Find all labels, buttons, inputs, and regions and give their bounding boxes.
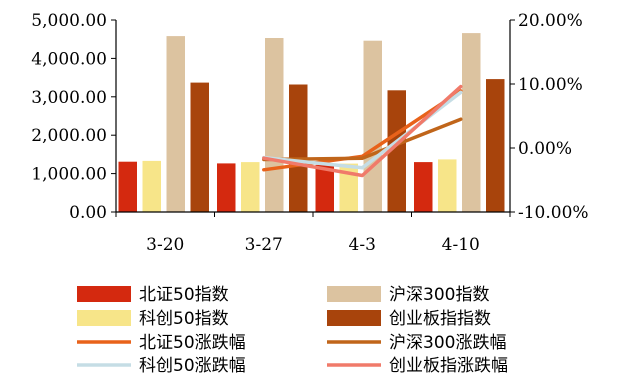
right-tick-label: 0.00% [518, 139, 572, 159]
left-tick-label: 0.00 [69, 203, 107, 223]
legend-label: 创业板指涨跌幅 [389, 356, 508, 376]
bar-1-3-27 [217, 163, 236, 212]
legend-label: 北证50涨跌幅 [139, 333, 246, 353]
bar-1-4-3 [315, 164, 334, 212]
bar-2-4-3 [363, 40, 382, 213]
legend-label: 科创50涨跌幅 [139, 356, 246, 376]
x-tick-label: 4-10 [442, 235, 480, 255]
legend-swatch [77, 310, 131, 326]
bar-4-4-3 [387, 90, 406, 212]
legend-label: 沪深300涨跌幅 [389, 333, 506, 353]
left-tick-label: 1,000.00 [31, 165, 107, 185]
left-tick-label: 5,000.00 [31, 11, 107, 31]
lines-layer [262, 84, 463, 178]
bar-4-4-10 [486, 79, 505, 212]
legend-label: 创业板指指数 [389, 309, 491, 329]
x-tick-label: 4-3 [349, 235, 376, 255]
legend-label: 北证50指数 [139, 285, 229, 305]
bar-4-3-27 [289, 84, 308, 212]
line-series-2 [262, 117, 463, 162]
bar-2-3-27 [265, 38, 284, 212]
right-tick-label: 20.00% [518, 11, 583, 31]
bar-4-3-20 [190, 82, 209, 212]
bars-layer [118, 33, 505, 213]
x-tick-label: 3-27 [245, 235, 283, 255]
right-tick-label: 10.00% [518, 75, 583, 95]
bar-2-3-20 [166, 36, 185, 212]
left-tick-label: 3,000.00 [31, 88, 107, 108]
legend-swatch [327, 286, 381, 302]
line-series-4 [262, 84, 463, 178]
bar-2-4-10 [462, 33, 481, 212]
bar-3-3-20 [142, 160, 161, 212]
left-tick-label: 2,000.00 [31, 126, 107, 146]
bar-1-4-10 [414, 162, 433, 212]
right-tick-label: -10.00% [518, 203, 589, 223]
bar-1-3-20 [118, 161, 137, 212]
legend-label: 科创50指数 [139, 309, 229, 329]
bar-3-3-27 [241, 162, 260, 212]
bar-3-4-10 [438, 159, 457, 212]
left-tick-label: 4,000.00 [31, 49, 107, 69]
axes-layer: 0.00 1,000.00 2,000.00 3,000.00 4,000.00 5,00… [31, 11, 588, 255]
legend-label: 沪深300指数 [389, 285, 489, 305]
legend-swatch [327, 310, 381, 326]
legend-swatch [77, 286, 131, 302]
x-tick-label: 3-20 [146, 235, 184, 255]
